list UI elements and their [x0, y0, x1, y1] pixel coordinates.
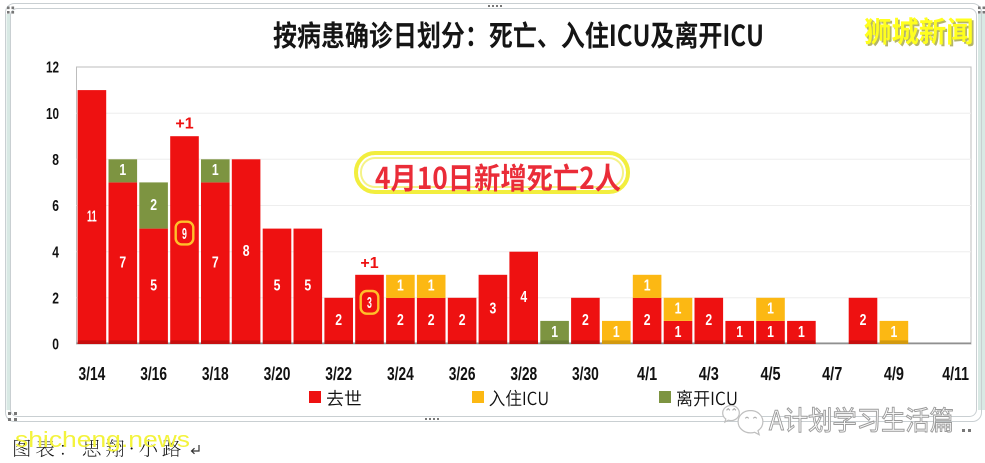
svg-text:4: 4	[520, 289, 527, 306]
svg-text:9: 9	[182, 226, 187, 243]
svg-text:1: 1	[644, 278, 651, 295]
svg-text:11: 11	[87, 208, 97, 225]
svg-text:4/3: 4/3	[699, 364, 719, 384]
svg-text:2: 2	[459, 312, 466, 329]
svg-text:4/9: 4/9	[884, 364, 904, 384]
svg-text:shicheng.news: shicheng.news	[15, 427, 190, 452]
svg-text:12: 12	[46, 60, 59, 77]
svg-text:2: 2	[150, 197, 157, 214]
svg-text:1: 1	[891, 324, 898, 341]
svg-text:3/18: 3/18	[202, 364, 229, 384]
svg-text:1: 1	[613, 324, 620, 341]
svg-text:4/5: 4/5	[760, 364, 780, 384]
svg-text:7: 7	[212, 255, 219, 272]
svg-text:10: 10	[46, 106, 59, 123]
svg-text:3/22: 3/22	[325, 364, 352, 384]
svg-text:4/11: 4/11	[942, 364, 969, 384]
svg-text:4/1: 4/1	[637, 364, 657, 384]
svg-text:1: 1	[551, 324, 558, 341]
svg-text:2: 2	[705, 312, 712, 329]
svg-text:4/7: 4/7	[822, 364, 842, 384]
svg-text:8: 8	[243, 243, 250, 260]
svg-text:2: 2	[860, 312, 867, 329]
svg-text:1: 1	[675, 324, 682, 341]
svg-text:3/16: 3/16	[140, 364, 167, 384]
svg-text:1: 1	[428, 278, 435, 295]
svg-text:1: 1	[736, 324, 743, 341]
svg-text:3/24: 3/24	[387, 364, 414, 384]
svg-text:7: 7	[119, 255, 126, 272]
svg-text:+1: +1	[360, 255, 378, 272]
svg-text:3/26: 3/26	[449, 364, 476, 384]
svg-text:5: 5	[150, 278, 157, 295]
svg-text:3/20: 3/20	[264, 364, 291, 384]
svg-text:5: 5	[274, 278, 281, 295]
svg-text:4: 4	[52, 244, 59, 261]
svg-text:3: 3	[367, 295, 372, 312]
svg-text:1: 1	[119, 162, 126, 179]
svg-text:2: 2	[52, 290, 59, 307]
svg-text:2: 2	[397, 312, 404, 329]
svg-text:2: 2	[644, 312, 651, 329]
svg-text:2: 2	[582, 312, 589, 329]
svg-text:0: 0	[52, 337, 59, 354]
svg-text:2: 2	[428, 312, 435, 329]
svg-text:8: 8	[52, 152, 59, 169]
svg-text:1: 1	[798, 324, 805, 341]
svg-text:1: 1	[767, 301, 774, 318]
svg-text:1: 1	[212, 162, 219, 179]
svg-text:1: 1	[397, 278, 404, 295]
svg-text:6: 6	[52, 198, 59, 215]
svg-text:1: 1	[675, 301, 682, 318]
svg-text:3/14: 3/14	[79, 364, 106, 384]
svg-text:+1: +1	[175, 116, 193, 133]
svg-text:3/30: 3/30	[572, 364, 599, 384]
svg-text:2: 2	[335, 312, 342, 329]
svg-text:3/28: 3/28	[510, 364, 537, 384]
svg-text:1: 1	[767, 324, 774, 341]
svg-text:3: 3	[490, 301, 497, 318]
svg-text:5: 5	[304, 278, 311, 295]
